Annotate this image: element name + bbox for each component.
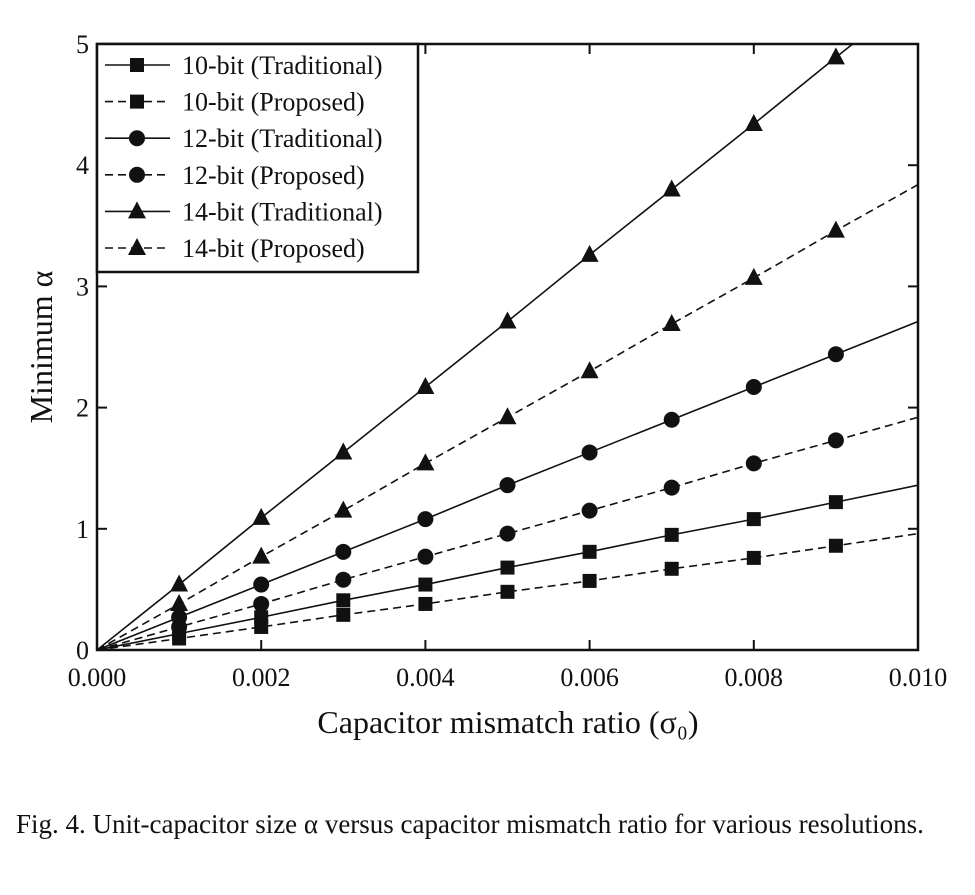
data-point [416, 453, 435, 471]
data-point [828, 538, 843, 553]
data-point [581, 444, 598, 461]
data-point [172, 631, 187, 646]
data-point [500, 560, 515, 575]
x-tick-label: 0.002 [232, 663, 291, 692]
data-point [580, 244, 599, 262]
data-point [662, 179, 681, 197]
data-point [663, 411, 680, 428]
data-point [417, 548, 434, 565]
legend-label: 12-bit (Traditional) [182, 124, 383, 153]
data-point [335, 543, 352, 560]
data-point [171, 618, 188, 635]
legend-marker [130, 58, 144, 72]
data-point [746, 512, 761, 527]
data-point [417, 511, 434, 528]
data-point [744, 113, 763, 131]
data-point [498, 311, 517, 329]
legend-label: 12-bit (Proposed) [182, 161, 365, 190]
data-point [745, 455, 762, 472]
data-point [500, 584, 515, 599]
data-point [499, 477, 516, 494]
x-tick-label: 0.006 [560, 663, 619, 692]
chart: Capacitor mismatch ratio (σ₀) Minimum α … [23, 30, 948, 740]
data-point [252, 546, 271, 564]
data-point [252, 507, 271, 525]
data-point [662, 313, 681, 331]
y-tick-label: 5 [76, 30, 89, 59]
legend-label: 10-bit (Proposed) [182, 88, 365, 117]
legend-marker [130, 94, 144, 109]
x-axis-label: Capacitor mismatch ratio (σ₀) [317, 704, 698, 740]
data-point [581, 502, 598, 519]
plot-area [97, 44, 918, 650]
data-point [828, 495, 843, 510]
data-point [744, 267, 763, 285]
data-point [499, 525, 516, 542]
data-point [170, 593, 189, 611]
y-tick-label: 0 [76, 636, 89, 665]
data-point [663, 479, 680, 496]
data-point [416, 376, 435, 394]
plot-frame [95, 42, 920, 652]
data-point [336, 593, 351, 608]
legend-marker [128, 201, 146, 219]
data-point [580, 361, 599, 379]
data-point [334, 500, 353, 518]
legend-label: 14-bit (Traditional) [182, 197, 383, 226]
data-point [746, 550, 761, 565]
data-point [336, 607, 351, 622]
data-point [582, 573, 597, 588]
y-tick-label: 3 [76, 272, 89, 301]
y-tick-label: 4 [76, 151, 89, 180]
y-tick-label: 1 [76, 515, 89, 544]
data-point [664, 561, 679, 576]
figure-caption: Fig. 4. Unit-capacitor size α versus cap… [16, 809, 924, 839]
legend-label: 14-bit (Proposed) [182, 234, 365, 263]
data-point [334, 442, 353, 460]
x-tick-label: 0.000 [68, 663, 127, 692]
data-point [335, 571, 352, 588]
legend-label: 10-bit (Traditional) [182, 51, 383, 80]
data-point [498, 407, 517, 425]
legend: 10-bit (Traditional) 10-bit (Proposed) 12-… [95, 42, 420, 274]
data-point [253, 595, 270, 612]
legend-marker [128, 238, 146, 255]
series-line [97, 532, 918, 650]
data-point [253, 576, 270, 593]
x-tick-label: 0.004 [396, 663, 455, 692]
data-point [418, 596, 433, 611]
data-point [418, 577, 433, 592]
legend-marker [129, 130, 145, 147]
x-tick-label: 0.010 [889, 663, 948, 692]
data-point [254, 619, 269, 634]
data-point [582, 544, 597, 559]
data-point [827, 432, 844, 449]
data-point [664, 527, 679, 542]
x-tick-label: 0.008 [725, 663, 784, 692]
data-point [827, 346, 844, 363]
legend-box [95, 42, 420, 274]
legend-marker [129, 166, 145, 183]
data-point [745, 378, 762, 395]
data-point [826, 220, 845, 238]
y-tick-label: 2 [76, 394, 89, 423]
y-axis-label: Minimum α [23, 270, 59, 423]
data-point [826, 47, 845, 65]
data-point [170, 574, 189, 592]
